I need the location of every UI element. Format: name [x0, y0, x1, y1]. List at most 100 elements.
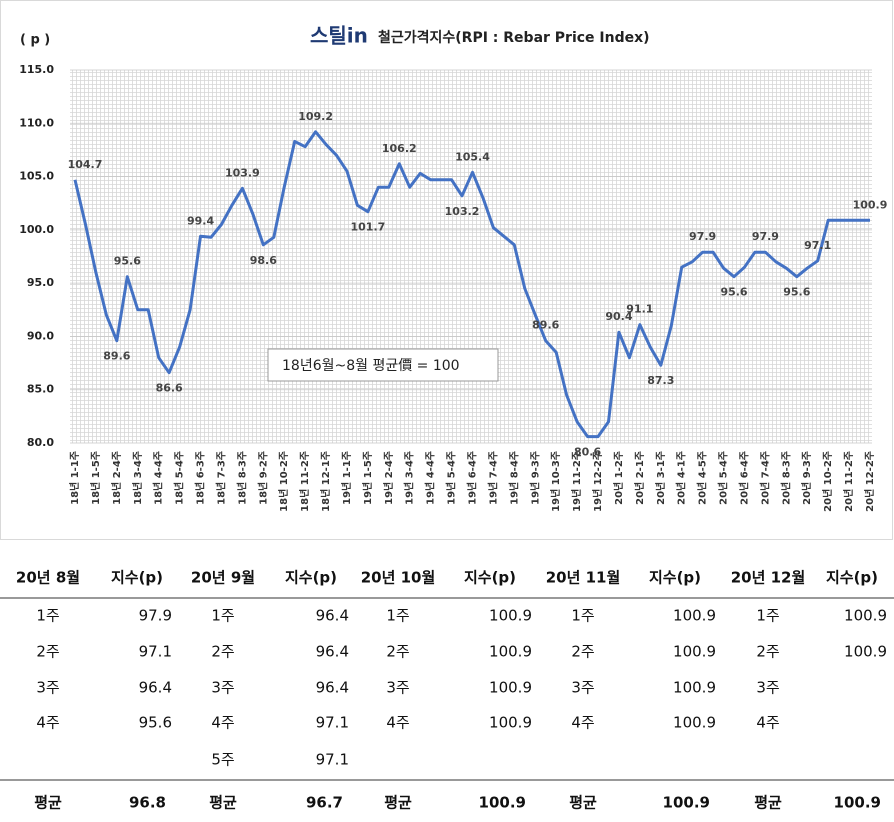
x-tick-label: 19년 4-4주 — [424, 451, 437, 505]
index-cell: 100.9 — [489, 643, 532, 661]
table-header: 20년 8월 — [16, 569, 80, 587]
week-cell: 1주 — [36, 607, 59, 625]
x-tick-label: 18년 5-4주 — [173, 451, 186, 505]
y-axis-label: ( p ) — [20, 33, 50, 48]
x-tick-label: 18년 3-4주 — [131, 451, 144, 505]
data-label: 106.2 — [382, 142, 417, 155]
y-tick-label: 110.0 — [19, 116, 54, 129]
data-label: 100.9 — [853, 198, 888, 211]
data-label: 95.6 — [783, 286, 810, 299]
week-cell: 4주 — [211, 714, 234, 732]
chart-title: 철근가격지수(RPI : Rebar Price Index) — [378, 29, 650, 46]
index-cell: 97.1 — [316, 714, 349, 732]
x-tick-label: 20년 10-2주 — [821, 451, 834, 512]
table-header: 20년 11월 — [546, 569, 621, 587]
average-cell: 96.7 — [306, 794, 343, 812]
week-cell: 2주 — [386, 643, 409, 661]
week-cell: 1주 — [386, 607, 409, 625]
x-tick-label: 19년 1-5주 — [361, 451, 374, 505]
y-tick-label: 85.0 — [27, 383, 54, 396]
x-tick-label: 20년 7-4주 — [758, 451, 771, 505]
y-tick-label: 95.0 — [27, 276, 54, 289]
x-tick-label: 19년 10-3주 — [549, 451, 562, 512]
x-tick-label: 18년 9-2주 — [256, 451, 269, 505]
week-cell: 2주 — [571, 643, 594, 661]
data-label: 105.4 — [455, 150, 490, 163]
x-tick-label: 20년 4-5주 — [696, 451, 709, 505]
x-tick-label: 19년 9-3주 — [528, 451, 541, 505]
week-cell: 3주 — [571, 679, 594, 697]
data-label: 109.2 — [298, 110, 333, 123]
x-tick-label: 18년 1-1주 — [68, 451, 81, 505]
x-tick-label: 19년 12-2주 — [591, 451, 604, 512]
average-cell: 96.8 — [129, 794, 166, 812]
index-cell: 100.9 — [673, 679, 716, 697]
table-header: 지수(p) — [649, 569, 701, 587]
index-cell: 97.1 — [316, 751, 349, 769]
index-cell: 97.9 — [139, 607, 172, 625]
average-cell: 평균 — [569, 794, 597, 812]
data-label: 99.4 — [187, 214, 214, 227]
data-label: 95.6 — [114, 255, 141, 268]
week-cell: 3주 — [386, 679, 409, 697]
week-cell: 3주 — [756, 679, 779, 697]
x-tick-label: 18년 11-2주 — [298, 451, 311, 512]
x-tick-label: 19년 3-4주 — [403, 451, 416, 505]
x-tick-label: 20년 9-3주 — [800, 451, 813, 505]
y-tick-label: 115.0 — [19, 63, 54, 76]
index-cell: 100.9 — [673, 607, 716, 625]
data-label: 104.7 — [68, 158, 103, 171]
x-tick-label: 20년 11-2주 — [842, 451, 855, 512]
x-tick-label: 20년 5-4주 — [717, 451, 730, 505]
week-cell: 4주 — [571, 714, 594, 732]
x-tick-label: 19년 5-4주 — [445, 451, 458, 505]
x-tick-label: 18년 12-1주 — [319, 451, 332, 512]
x-tick-label: 20년 4-1주 — [675, 451, 688, 505]
x-tick-label: 19년 8-4주 — [507, 451, 520, 505]
data-label: 103.9 — [225, 166, 260, 179]
data-label: 103.2 — [445, 205, 480, 218]
week-cell: 1주 — [211, 607, 234, 625]
data-label: 80.6 — [574, 446, 601, 459]
index-cell: 100.9 — [489, 607, 532, 625]
data-label: 89.6 — [103, 350, 130, 363]
data-label: 98.6 — [250, 254, 277, 267]
x-tick-label: 18년 1-5주 — [89, 451, 102, 505]
index-cell: 100.9 — [673, 714, 716, 732]
average-cell: 평균 — [209, 794, 237, 812]
x-tick-label: 19년 6-4주 — [466, 451, 479, 505]
x-tick-label: 19년 7-4주 — [486, 451, 499, 505]
index-cell: 96.4 — [316, 643, 349, 661]
average-cell: 100.9 — [479, 794, 526, 812]
x-tick-label: 19년 11-2주 — [570, 451, 583, 512]
x-tick-label: 20년 3-1주 — [654, 451, 667, 505]
x-tick-label: 20년 6-4주 — [737, 451, 750, 505]
x-tick-label: 19년 1-1주 — [340, 451, 353, 505]
data-label: 90.4 — [605, 310, 632, 323]
x-tick-label: 18년 2-4주 — [110, 451, 123, 505]
week-cell: 4주 — [756, 714, 779, 732]
week-cell: 1주 — [571, 607, 594, 625]
table-header: 지수(p) — [826, 569, 878, 587]
index-cell: 96.4 — [316, 607, 349, 625]
index-cell: 100.9 — [844, 643, 887, 661]
week-cell: 3주 — [36, 679, 59, 697]
x-tick-label: 20년 8-3주 — [779, 451, 792, 505]
week-cell: 2주 — [756, 643, 779, 661]
index-cell: 96.4 — [316, 679, 349, 697]
annotation: 18년6월~8월 평균價 = 100 — [282, 357, 460, 374]
index-cell: 100.9 — [673, 643, 716, 661]
data-label: 95.6 — [720, 286, 747, 299]
week-cell: 4주 — [386, 714, 409, 732]
table-header: 20년 9월 — [191, 569, 255, 587]
data-label: 87.3 — [647, 374, 674, 387]
index-cell: 100.9 — [489, 714, 532, 732]
x-tick-label: 20년 2-1주 — [633, 451, 646, 505]
week-cell: 3주 — [211, 679, 234, 697]
data-label: 89.6 — [532, 319, 559, 332]
index-cell: 96.4 — [139, 679, 172, 697]
average-cell: 100.9 — [834, 794, 881, 812]
y-tick-label: 100.0 — [19, 223, 54, 236]
index-cell: 100.9 — [489, 679, 532, 697]
